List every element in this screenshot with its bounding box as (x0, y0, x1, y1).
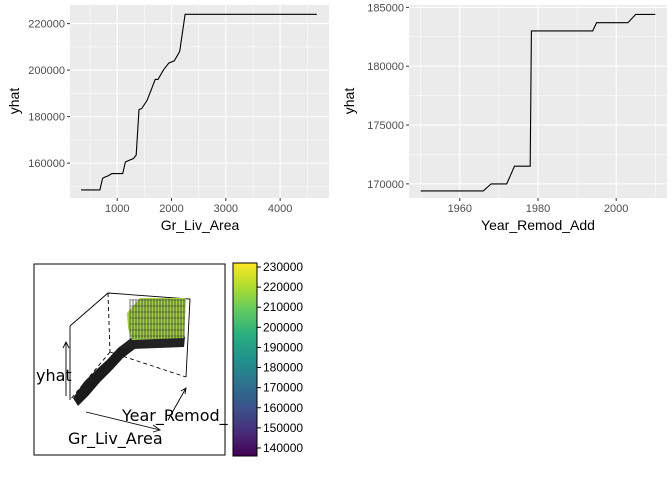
y-tick-label: 160000 (28, 158, 65, 170)
colorbar: 140000 150000 160000 170000 180000 190000 2000… (232, 260, 303, 457)
x-tick-label: 3000 (214, 203, 238, 215)
x-tick-label: 2000 (604, 203, 628, 215)
colorbar-tick-label: 190000 (263, 340, 303, 354)
panel1-background (70, 5, 329, 198)
panel-3d-surface: yhat Gr_Liv_Area Year_Remod_ (33, 263, 229, 456)
y-tick-label: 220000 (28, 19, 65, 31)
colorbar-tick-label: 170000 (263, 381, 303, 395)
x-axis-arrow (85, 411, 162, 433)
surface-y-label: Year_Remod_ (121, 406, 229, 426)
panel1-series (81, 13, 317, 191)
y-axis-arrow (167, 387, 187, 421)
surface-axes (62, 340, 187, 433)
y-tick-label: 175000 (367, 120, 404, 132)
colorbar-ticks: 140000 150000 160000 170000 180000 190000 2000… (257, 260, 303, 455)
surface-mesh-lines (129, 299, 185, 339)
y-tick-label: 180000 (367, 61, 404, 73)
panel2-xlabel: Year_Remod_Add (481, 217, 595, 233)
colorbar-tick-label: 140000 (263, 441, 303, 455)
x-tick-label: 1000 (105, 203, 129, 215)
panel1-xlabel: Gr_Liv_Area (161, 217, 240, 233)
panel2-ticks: 1960 1980 2000 170000 175000 180000 185000 (367, 2, 628, 215)
x-tick-label: 1980 (526, 203, 550, 215)
series-line (81, 13, 317, 191)
panel1-ticks: 1000 2000 3000 4000 160000 180000 200000 220000 (28, 19, 292, 215)
y-tick-label: 185000 (367, 2, 404, 14)
panel2-ylabel: yhat (341, 88, 357, 115)
colorbar-tick-label: 220000 (263, 280, 303, 294)
surface-low-region (73, 340, 136, 406)
panel-gr-liv-area: 1000 2000 3000 4000 160000 180000 200000 220000… (6, 5, 329, 233)
panel1-ylabel: yhat (6, 88, 22, 115)
panel1-grid (70, 5, 329, 198)
z-axis-arrow (62, 340, 70, 396)
surface-frame (33, 263, 226, 456)
panel2-series (420, 13, 656, 192)
surface-x-label: Gr_Liv_Area (68, 429, 163, 449)
y-tick-label: 200000 (28, 65, 65, 77)
colorbar-tick-label: 200000 (263, 320, 303, 334)
colorbar-tick-label: 230000 (263, 260, 303, 274)
colorbar-tick-label: 210000 (263, 300, 303, 314)
y-tick-label: 170000 (367, 179, 404, 191)
colorbar-tick-label: 160000 (263, 401, 303, 415)
colorbar-gradient (232, 262, 258, 457)
y-tick-label: 180000 (28, 112, 65, 124)
x-tick-label: 1960 (448, 203, 472, 215)
colorbar-tick-label: 150000 (263, 421, 303, 435)
surface-z-label: yhat (36, 366, 72, 385)
panel2-grid (409, 5, 667, 198)
surface-mesh (73, 298, 186, 406)
series-line (420, 13, 656, 192)
colorbar-tick-label: 180000 (263, 361, 303, 375)
x-tick-label: 2000 (159, 203, 183, 215)
x-tick-label: 4000 (268, 203, 292, 215)
panel-year-remod-add: 1960 1980 2000 170000 175000 180000 185000 Yea… (341, 2, 667, 233)
